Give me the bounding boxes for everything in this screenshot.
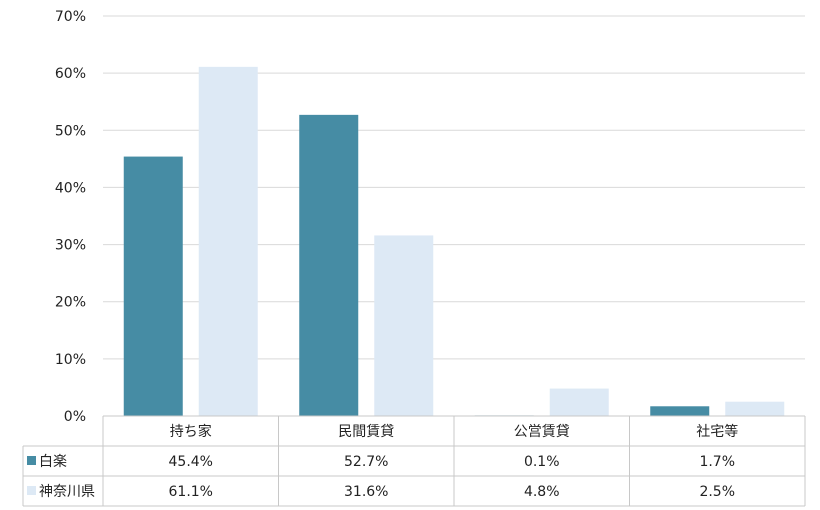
- bar: [725, 401, 785, 416]
- bar: [374, 235, 434, 416]
- bar: [299, 114, 359, 416]
- data-label: 31.6%: [344, 484, 388, 500]
- bar: [198, 66, 258, 416]
- y-tick-label: 30%: [55, 238, 86, 254]
- data-label: 45.4%: [169, 454, 213, 470]
- bar: [123, 156, 183, 417]
- y-tick-label: 10%: [55, 352, 86, 368]
- series-name: 神奈川県: [39, 484, 95, 500]
- category-label: 公営賃貸: [514, 424, 570, 440]
- data-label: 2.5%: [699, 484, 735, 500]
- bar: [549, 388, 609, 416]
- data-label: 1.7%: [699, 454, 735, 470]
- data-label: 52.7%: [344, 454, 388, 470]
- category-label: 民間賃貸: [338, 424, 394, 440]
- bar: [650, 406, 710, 416]
- y-tick-label: 70%: [55, 9, 86, 25]
- y-tick-label: 0%: [64, 409, 86, 425]
- data-label: 61.1%: [169, 484, 213, 500]
- y-tick-label: 40%: [55, 180, 86, 196]
- y-tick-label: 20%: [55, 295, 86, 311]
- legend-swatch: [27, 456, 36, 465]
- legend-swatch: [27, 486, 36, 495]
- data-label: 0.1%: [524, 454, 560, 470]
- data-label: 4.8%: [524, 484, 560, 500]
- y-tick-label: 50%: [55, 123, 86, 139]
- category-label: 持ち家: [170, 423, 212, 440]
- series-name: 白楽: [39, 454, 67, 470]
- category-label: 社宅等: [696, 423, 738, 440]
- y-tick-label: 60%: [55, 66, 86, 82]
